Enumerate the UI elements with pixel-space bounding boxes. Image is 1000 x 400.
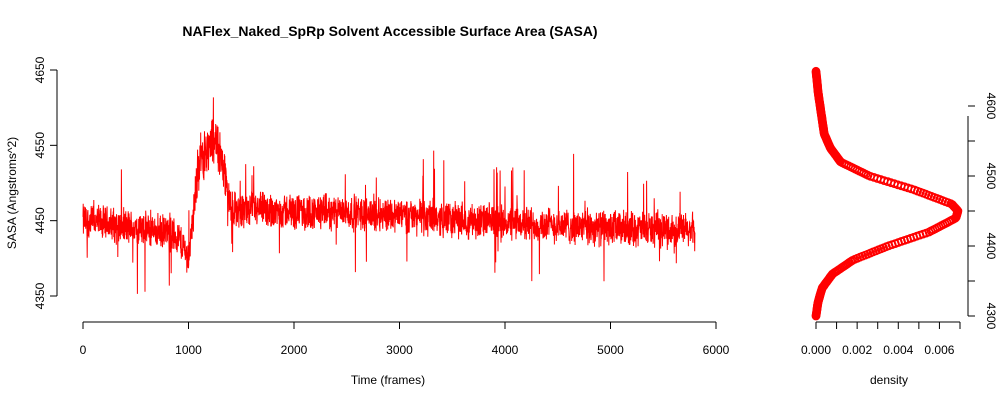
density-x-tick-label: 0.002 — [842, 343, 872, 357]
density-point — [811, 66, 821, 76]
x-tick-label: 4000 — [492, 343, 519, 357]
timeseries-plot: 4350 4450 4550 4650 0 1000 2000 3000 4000 5000 60… — [5, 56, 730, 387]
sasa-series-line — [82, 97, 696, 294]
y-tick-label: 4550 — [33, 132, 47, 159]
x-tick-label: 0 — [80, 343, 87, 357]
density-x-tick-label: 0.006 — [924, 343, 954, 357]
density-x-axis-ticks: 0.000 0.002 0.004 0.006 — [801, 322, 961, 357]
y-tick-label: 4450 — [33, 207, 47, 234]
x-axis-ticks: 0 1000 2000 3000 4000 5000 6000 — [80, 322, 730, 357]
y-tick-label: 4350 — [33, 282, 47, 309]
x-tick-label: 5000 — [597, 343, 624, 357]
x-tick-label: 2000 — [281, 343, 308, 357]
density-x-axis-title: density — [870, 373, 908, 387]
density-y-tick-label: 4600 — [984, 93, 998, 120]
density-x-tick-label: 0.004 — [883, 343, 913, 357]
density-y-axis-ticks: 4300 4400 4500 4600 — [968, 93, 998, 330]
density-y-tick-label: 4500 — [984, 163, 998, 190]
density-markers — [811, 66, 963, 321]
density-y-tick-label: 4300 — [984, 303, 998, 330]
chart-title: NAFlex_Naked_SpRp Solvent Accessible Sur… — [182, 23, 597, 39]
y-axis-ticks: 4350 4450 4550 4650 — [33, 56, 57, 309]
x-tick-label: 3000 — [386, 343, 413, 357]
density-x-tick-label: 0.000 — [801, 343, 831, 357]
density-y-tick-label: 4400 — [984, 233, 998, 260]
x-tick-label: 6000 — [703, 343, 730, 357]
x-tick-label: 1000 — [175, 343, 202, 357]
y-tick-label: 4650 — [33, 56, 47, 83]
density-plot: 0.000 0.002 0.004 0.006 4300 4400 4500 4600 de… — [801, 66, 998, 387]
y-axis-title: SASA (Angstroms^2) — [5, 137, 19, 249]
x-axis-title: Time (frames) — [351, 373, 425, 387]
